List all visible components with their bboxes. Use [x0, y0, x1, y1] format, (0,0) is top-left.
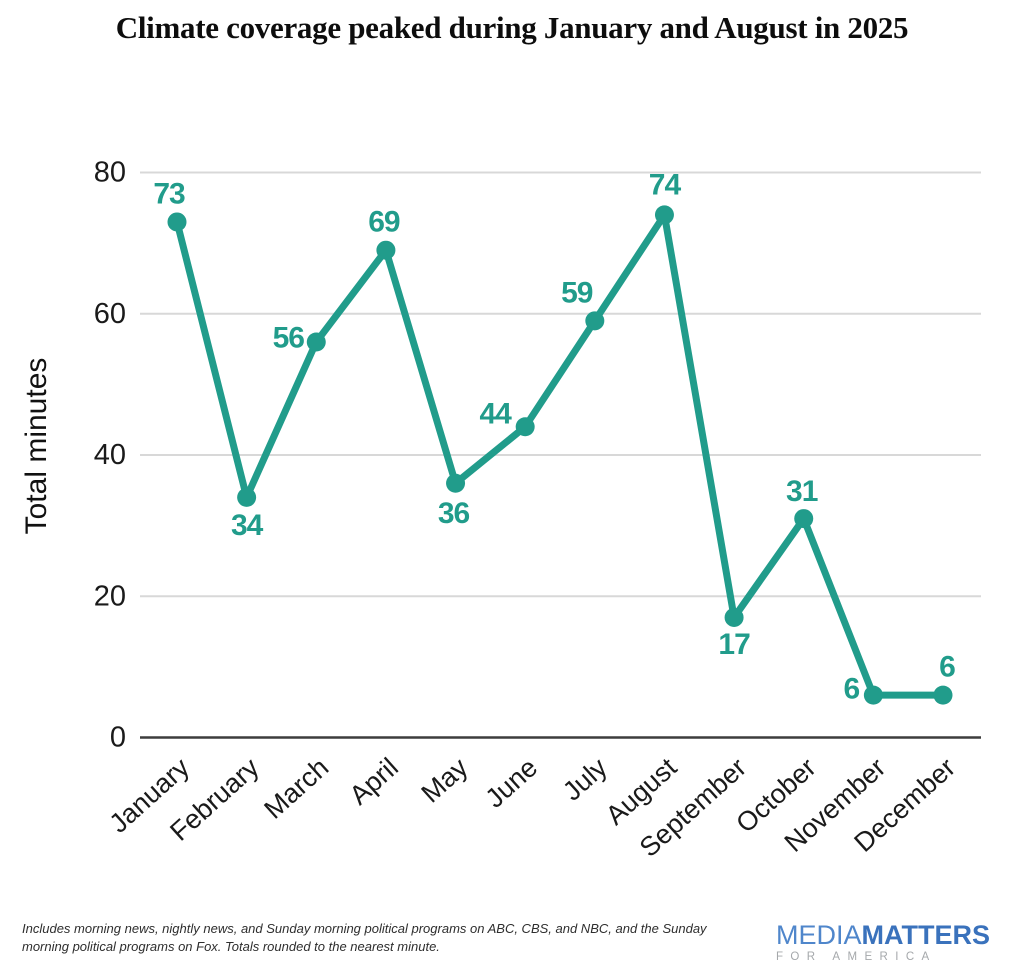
logo-media-text: MEDIA [775, 920, 862, 950]
y-tick-label: 80 [94, 157, 126, 189]
logo-wordmark: MEDIAMATTERS [776, 922, 990, 949]
y-tick-label: 0 [110, 722, 126, 754]
data-point [863, 685, 883, 705]
data-point [376, 240, 396, 260]
data-point [933, 685, 953, 705]
x-tick-label: March [258, 752, 334, 824]
data-point [167, 212, 187, 232]
data-point [585, 311, 605, 331]
data-label: 56 [273, 322, 305, 355]
data-label: 44 [479, 397, 512, 430]
data-label: 59 [561, 276, 593, 309]
data-label: 17 [718, 628, 750, 661]
footer-note: Includes morning news, nightly news, and… [22, 921, 707, 955]
data-point [724, 607, 744, 627]
data-label: 69 [368, 206, 400, 239]
y-tick-label: 20 [94, 580, 126, 612]
y-tick-label: 60 [94, 298, 126, 330]
data-label: 73 [153, 177, 185, 210]
logo-matters-text: MATTERS [861, 920, 991, 950]
logo-tagline: FOR AMERICA [775, 951, 937, 963]
y-axis-title: Total minutes [20, 358, 53, 535]
data-point [237, 487, 257, 507]
x-tick-label: May [416, 752, 474, 809]
media-matters-logo: MEDIAMATTERS FOR AMERICA [776, 922, 990, 964]
data-label: 36 [438, 497, 470, 530]
x-tick-label: June [480, 752, 544, 813]
data-point [306, 332, 326, 352]
data-label: 6 [844, 673, 860, 706]
data-point [654, 205, 674, 225]
data-label: 34 [231, 509, 264, 542]
x-tick-label: July [557, 752, 613, 807]
data-label: 74 [649, 168, 682, 201]
data-label: 6 [939, 651, 955, 684]
x-tick-label: April [344, 752, 404, 810]
chart-title: Climate coverage peaked during January a… [115, 10, 909, 45]
data-line [173, 211, 947, 699]
data-point [515, 417, 535, 437]
data-point [446, 473, 466, 493]
data-label: 31 [786, 475, 818, 508]
y-tick-label: 40 [94, 439, 126, 471]
data-point [794, 509, 814, 529]
